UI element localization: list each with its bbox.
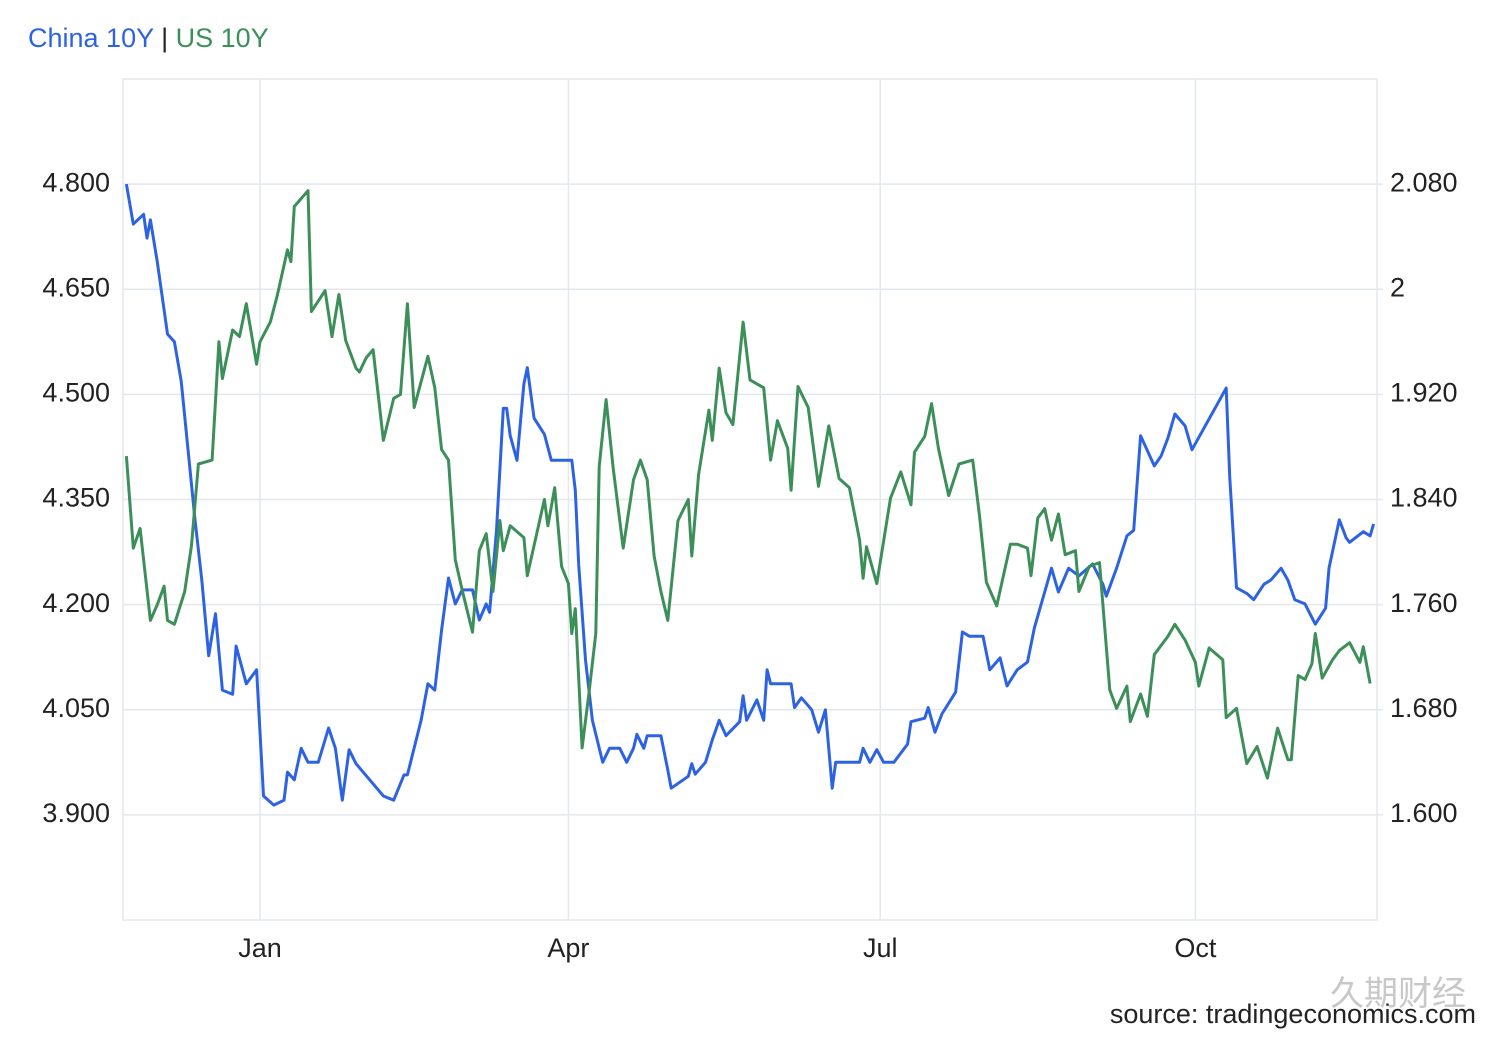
y2-tick-label: 1.840 (1390, 483, 1458, 513)
y-tick-label: 3.900 (42, 798, 110, 828)
y-tick-label: 4.050 (42, 693, 110, 723)
x-tick-label: Jan (238, 933, 282, 963)
legend-entry: US 10Y (176, 23, 269, 53)
legend-separator: | (161, 23, 168, 53)
y2-tick-label: 1.600 (1390, 798, 1458, 828)
y2-tick-label: 1.760 (1390, 588, 1458, 618)
legend: China 10Y | US 10Y (28, 23, 269, 53)
series-line (124, 189, 1372, 780)
y2-tick-label: 2 (1390, 272, 1405, 302)
series-line (124, 183, 1376, 807)
legend-entry: China 10Y (28, 23, 154, 53)
y-tick-label: 4.500 (42, 378, 110, 408)
x-tick-label: Oct (1174, 933, 1217, 963)
y-tick-label: 4.650 (42, 272, 110, 302)
x-tick-label: Apr (547, 933, 589, 963)
watermark: 久期财经 (1330, 975, 1466, 1013)
y-tick-label: 4.200 (42, 588, 110, 618)
y2-tick-label: 1.680 (1390, 693, 1458, 723)
x-tick-label: Jul (863, 933, 898, 963)
source: source: tradingeconomics.com (1110, 999, 1476, 1029)
y-tick-label: 4.350 (42, 483, 110, 513)
y2-tick-label: 2.080 (1390, 167, 1458, 197)
y-tick-label: 4.800 (42, 167, 110, 197)
y2-tick-label: 1.920 (1390, 378, 1458, 408)
